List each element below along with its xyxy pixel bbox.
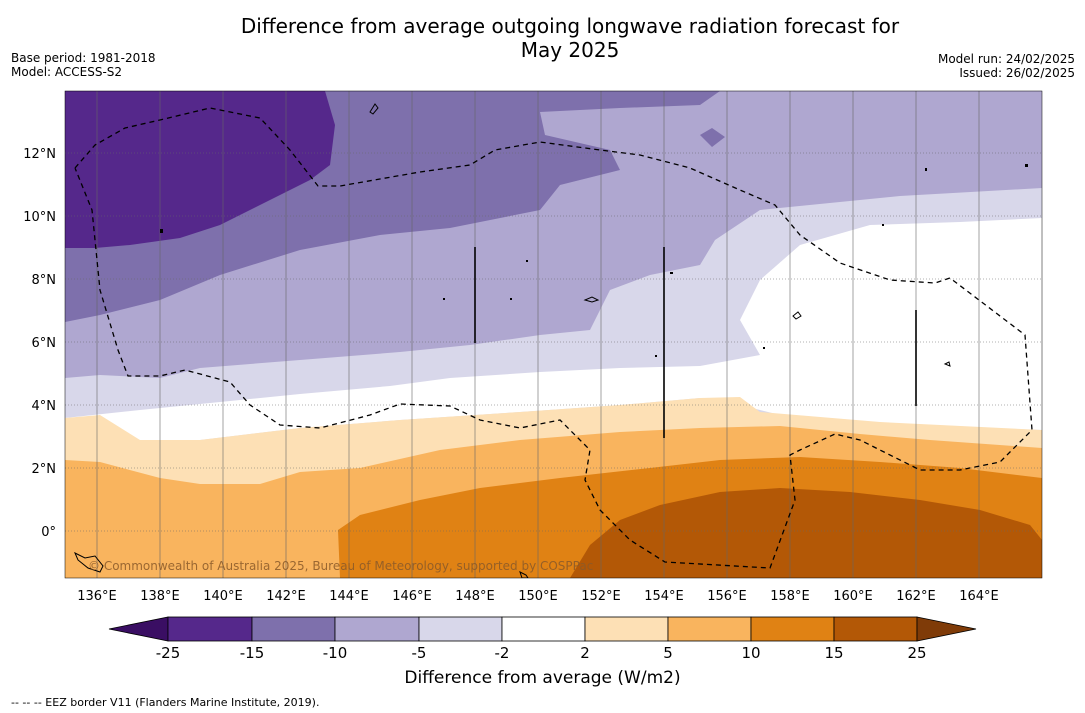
border-lines [474, 247, 917, 438]
copyright-notice: © Commonwealth of Australia 2025, Bureau… [88, 559, 593, 573]
latitude-labels: 12°N 10°N 8°N 6°N 4°N 2°N 0° [23, 147, 56, 540]
title-line-2: May 2025 [520, 38, 620, 62]
lat-label: 12°N [23, 147, 56, 162]
island-guam [369, 103, 379, 115]
lat-label: 0° [41, 525, 56, 540]
band-15-25 [570, 488, 1042, 578]
colorbar-bin [833, 616, 918, 642]
colorbar-bin [501, 616, 586, 642]
patch-minus-15 [700, 128, 725, 147]
lat-label: 2°N [32, 462, 57, 477]
colorbar-tick: -5 [412, 644, 427, 662]
lon-label: 142°E [266, 589, 306, 604]
colorbar-bin [667, 616, 752, 642]
lat-label: 6°N [32, 336, 57, 351]
lon-label: 136°E [77, 589, 117, 604]
island-kosrae [943, 361, 951, 367]
colorbar-ticks: -25 -15 -10 -5 -2 2 5 10 15 25 [156, 644, 927, 662]
colorbar-tick: 5 [663, 644, 673, 662]
lon-label: 160°E [833, 589, 873, 604]
colorbar-bin [334, 616, 420, 642]
longitude-labels: 136°E 138°E 140°E 142°E 144°E 146°E 148°… [77, 589, 999, 604]
colorbar-tick: -25 [156, 644, 181, 662]
colorbar-title: Difference from average (W/m2) [404, 668, 681, 688]
lon-label: 154°E [644, 589, 684, 604]
colorbar [108, 616, 977, 642]
map-area: © Commonwealth of Australia 2025, Bureau… [65, 91, 1042, 578]
lon-label: 152°E [581, 589, 621, 604]
meta-right: Model run: 24/02/2025 Issued: 26/02/2025 [938, 52, 1075, 80]
colorbar-tick: -2 [495, 644, 510, 662]
colorbar-over-arrow [916, 616, 977, 642]
model-run: Model run: 24/02/2025 [937, 52, 1075, 66]
colorbar-bin [167, 616, 253, 642]
colorbar-bin [251, 616, 336, 642]
title-line-1: Difference from average outgoing longwav… [240, 14, 900, 38]
colorbar-under-arrow [108, 616, 169, 642]
island-manus [519, 571, 529, 578]
model-name: Model: ACCESS-S2 [11, 65, 123, 79]
lon-label: 146°E [392, 589, 432, 604]
lon-label: 158°E [770, 589, 810, 604]
lat-label: 4°N [32, 399, 57, 414]
colorbar-bin [750, 616, 835, 642]
colorbar-bin [584, 616, 669, 642]
base-period: Base period: 1981-2018 [11, 51, 156, 65]
colorbar-bin [418, 616, 503, 642]
lon-label: 144°E [329, 589, 369, 604]
colorbar-tick: 25 [907, 644, 926, 662]
issued-date: Issued: 26/02/2025 [959, 66, 1075, 80]
colorbar-tick: 15 [824, 644, 843, 662]
island-chuuk [583, 296, 600, 303]
lon-label: 164°E [959, 589, 999, 604]
lat-label: 10°N [23, 210, 56, 225]
band-near-zero [65, 218, 1042, 440]
colorbar-tick: -10 [323, 644, 348, 662]
colorbar-tick: 2 [580, 644, 590, 662]
footnote: -- -- -- EEZ border V11 (Flanders Marine… [11, 696, 320, 709]
colorbar-tick: 10 [741, 644, 760, 662]
lon-label: 148°E [455, 589, 495, 604]
island-pohnpei [792, 311, 802, 320]
islands [74, 103, 951, 578]
lat-label: 8°N [32, 273, 57, 288]
latitude-gridlines [65, 152, 1042, 532]
band-minus-25 [65, 91, 335, 248]
map-title: Difference from average outgoing longwav… [170, 14, 970, 62]
lon-label: 156°E [707, 589, 747, 604]
lon-label: 140°E [203, 589, 243, 604]
islets [160, 164, 1028, 357]
lon-label: 150°E [518, 589, 558, 604]
map-frame [64, 90, 1043, 579]
meta-left: Base period: 1981-2018 Model: ACCESS-S2 [11, 51, 156, 79]
lon-label: 138°E [140, 589, 180, 604]
lon-label: 162°E [896, 589, 936, 604]
island-png-north [74, 551, 104, 573]
colorbar-tick: -15 [240, 644, 265, 662]
